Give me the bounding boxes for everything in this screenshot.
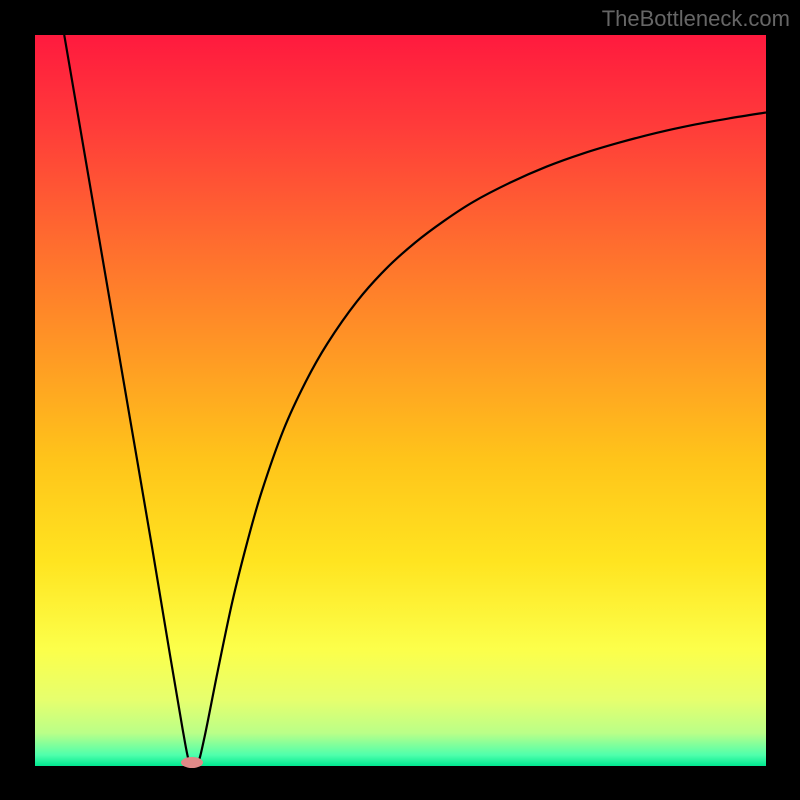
watermark-text: TheBottleneck.com <box>602 6 790 32</box>
bottleneck-curve <box>64 35 766 766</box>
plot-area <box>35 35 766 766</box>
chart-frame: TheBottleneck.com <box>0 0 800 800</box>
optimal-marker <box>181 757 203 768</box>
curve-layer <box>35 35 766 766</box>
